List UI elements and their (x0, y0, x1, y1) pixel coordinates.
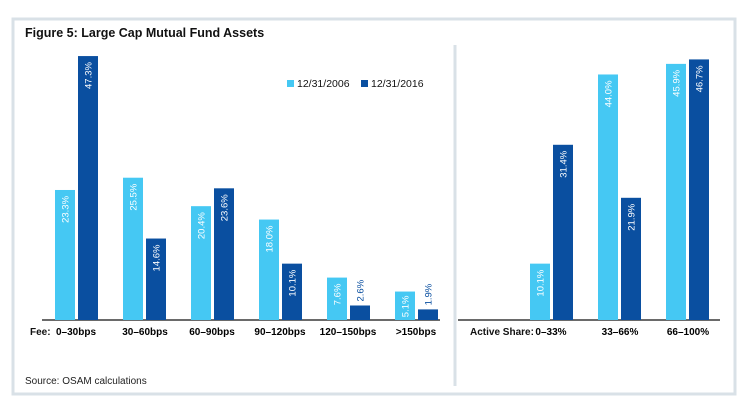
data-label: 25.5% (129, 183, 140, 210)
x-tick-label: 33–66% (602, 327, 639, 338)
bar-2016 (78, 56, 98, 320)
bar-2016 (282, 263, 302, 320)
x-tick-label: 120–150bps (320, 327, 377, 338)
x-label-fee: Fee: (30, 327, 51, 338)
data-label: 14.6% (152, 244, 163, 271)
bar-2006 (55, 189, 75, 320)
data-label: 10.1% (536, 269, 547, 296)
bar-2016 (621, 197, 641, 320)
x-tick-label: 60–90bps (189, 327, 235, 338)
legend: 12/31/2006 12/31/2016 (287, 78, 424, 90)
x-tick-label: >150bps (396, 327, 437, 338)
legend-swatch-2006 (287, 80, 294, 87)
legend-label-2006: 12/31/2006 (297, 78, 350, 90)
x-tick-label: 66–100% (667, 327, 709, 338)
bar-2016 (689, 59, 709, 320)
source-note: Source: OSAM calculations (25, 376, 147, 387)
data-label: 7.6% (333, 283, 344, 305)
data-label: 1.9% (424, 283, 435, 305)
bar-2006 (666, 63, 686, 321)
data-label: 23.6% (220, 194, 231, 221)
data-label: 10.1% (288, 269, 299, 296)
x-tick-label: 90–120bps (254, 327, 306, 338)
bar-2006 (598, 74, 618, 320)
data-label: 21.9% (627, 203, 638, 230)
data-label: 44.0% (604, 80, 615, 107)
data-label: 31.4% (559, 150, 570, 177)
legend-label-2016: 12/31/2016 (371, 78, 424, 90)
legend-swatch-2016 (361, 80, 368, 87)
x-label-active-share: Active Share: (470, 327, 534, 338)
data-label: 23.3% (61, 195, 72, 222)
data-label: 18.0% (265, 225, 276, 252)
bar-2016 (214, 188, 234, 320)
chart-title: Figure 5: Large Cap Mutual Fund Assets (25, 26, 264, 40)
data-label: 20.4% (197, 212, 208, 239)
bar-2006 (123, 177, 143, 320)
x-tick-label: 0–30bps (56, 327, 96, 338)
bar-2006 (327, 277, 347, 320)
bar-2006 (259, 219, 279, 320)
x-tick-label: 30–60bps (122, 327, 168, 338)
data-label: 5.1% (401, 295, 412, 317)
data-label: 45.9% (672, 69, 683, 96)
bar-2016 (146, 238, 166, 320)
x-tick-label: 0–33% (535, 327, 566, 338)
bar-2006 (191, 206, 211, 320)
bar-2016 (350, 305, 370, 320)
bar-2016 (418, 309, 438, 320)
data-label: 47.3% (84, 62, 95, 89)
bar-2006 (530, 263, 550, 320)
data-label: 46.7% (695, 65, 706, 92)
bar-2016 (553, 144, 573, 320)
bar-2006 (395, 291, 415, 320)
data-label: 2.6% (356, 279, 367, 301)
